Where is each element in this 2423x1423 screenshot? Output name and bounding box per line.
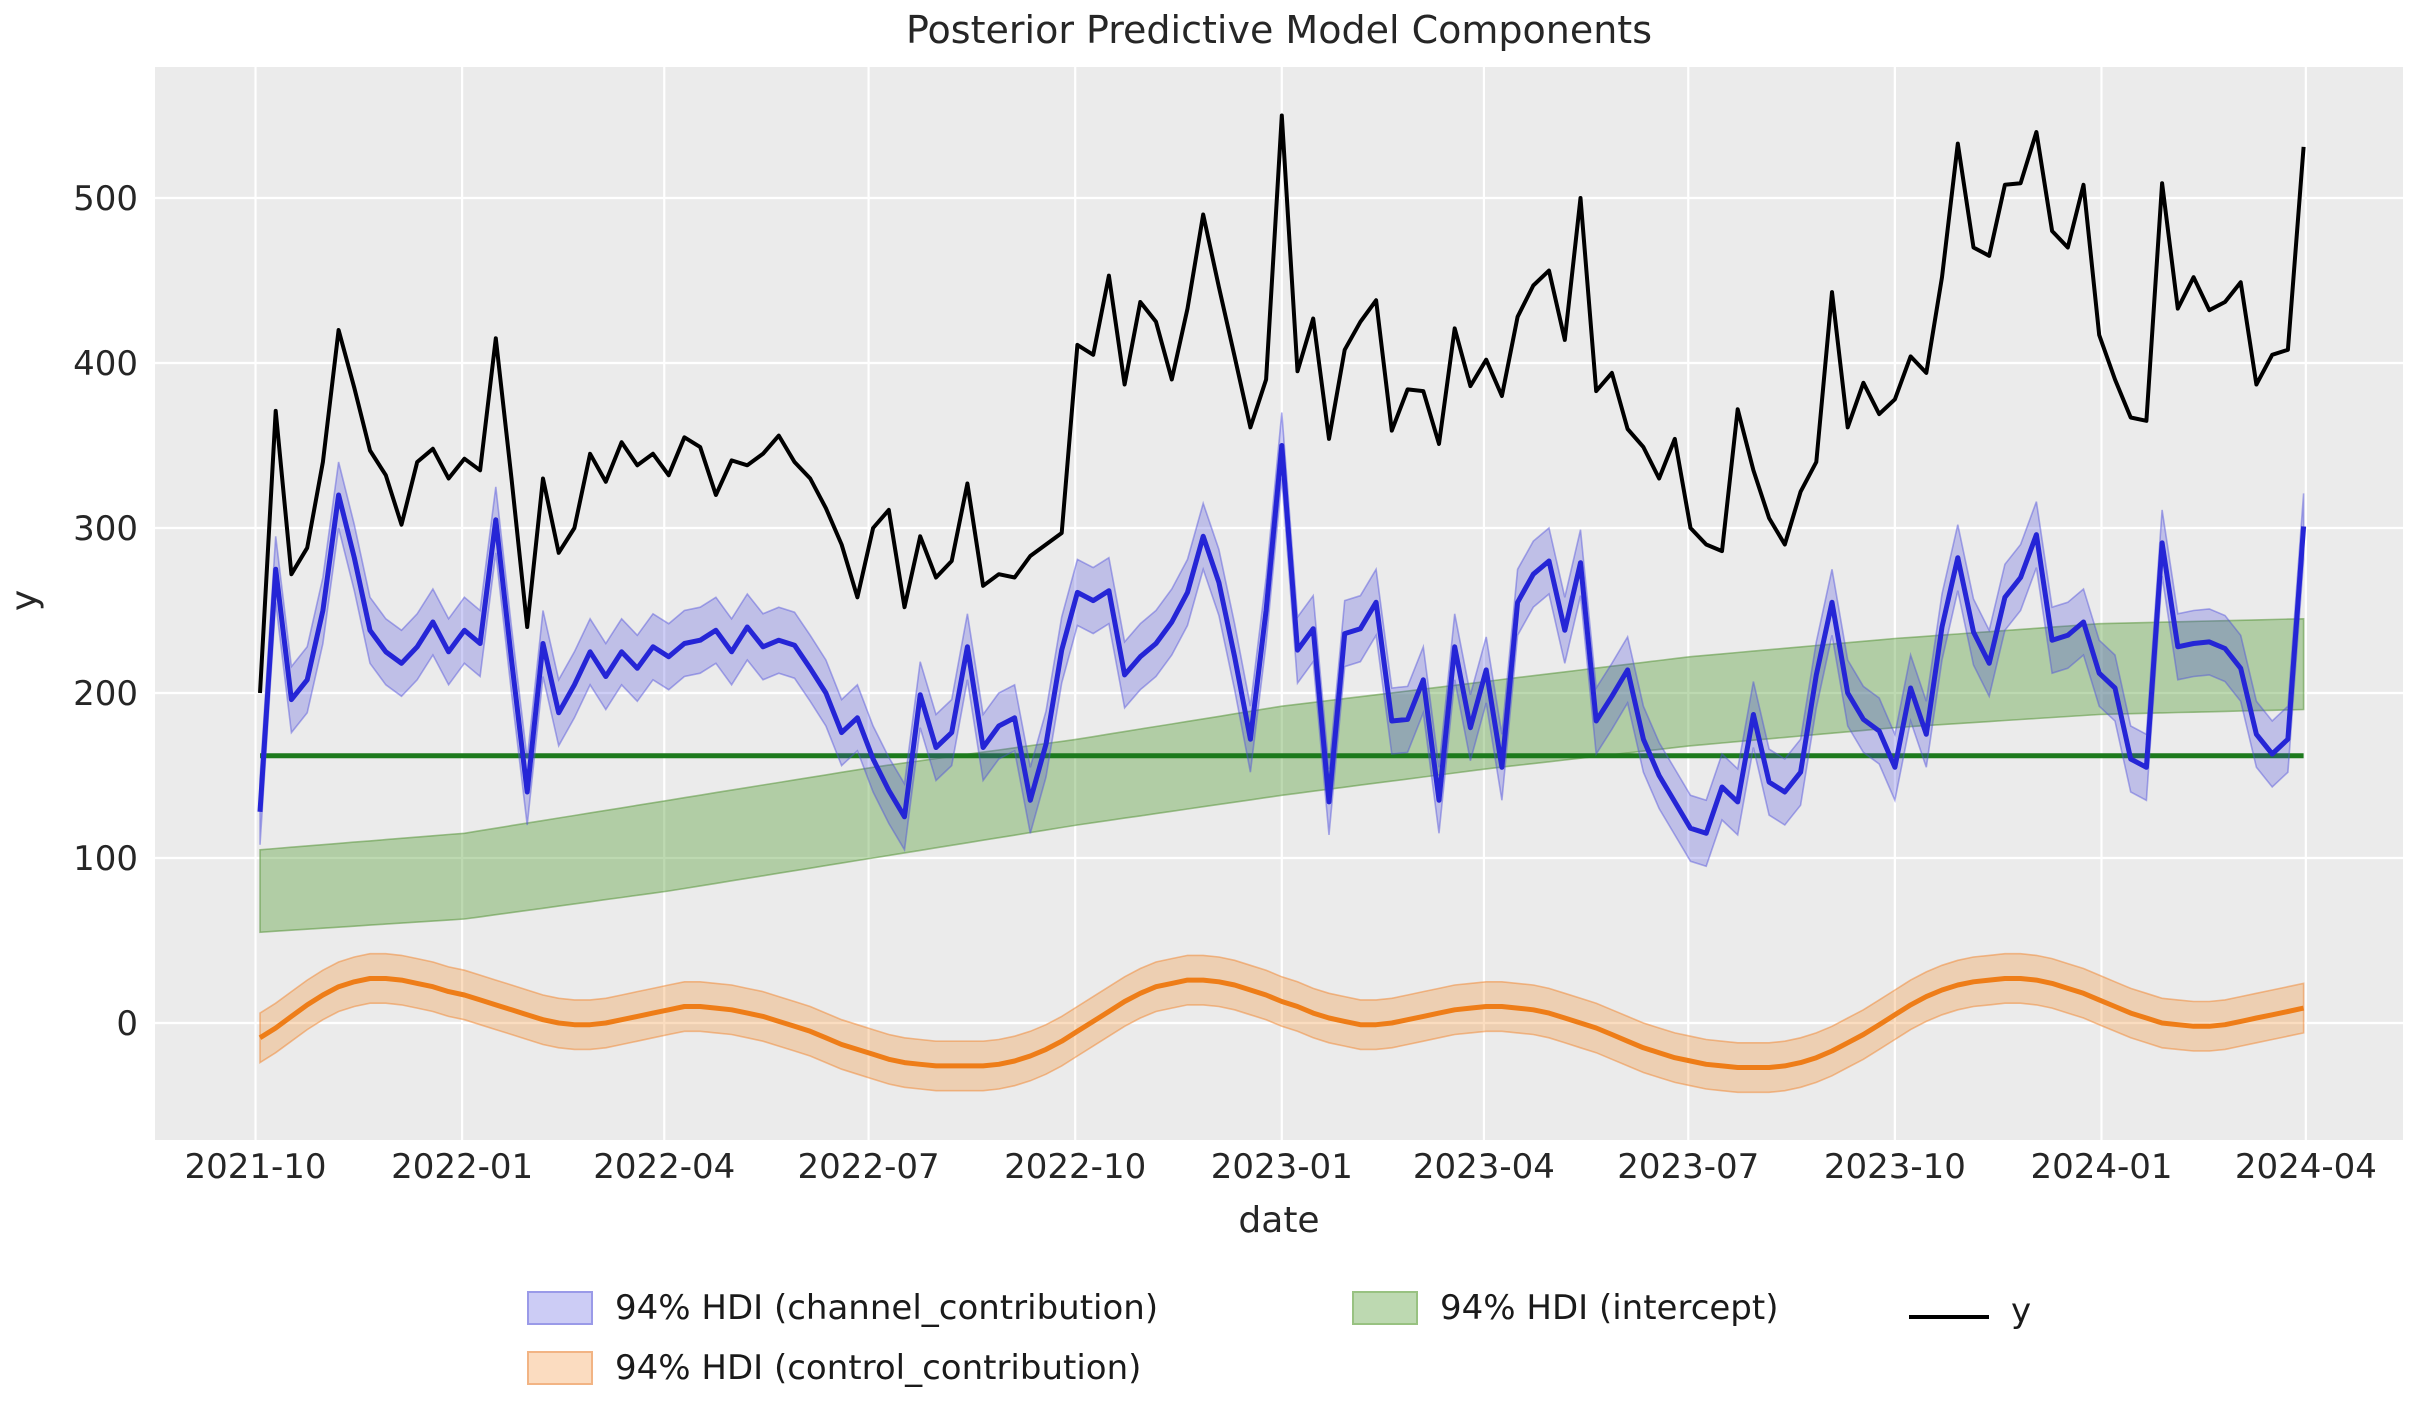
x-tick-label: 2023-07 (1617, 1147, 1759, 1187)
x-tick-label: 2022-10 (1004, 1147, 1146, 1187)
x-axis-label: date (1238, 1200, 1320, 1241)
y-tick-label: 400 (73, 344, 138, 384)
x-tick-label: 2023-01 (1211, 1147, 1353, 1187)
y-tick-label: 200 (73, 674, 138, 714)
legend-label-y: y (2011, 1291, 2032, 1331)
channel-mean-line (257, 443, 2307, 836)
y-tick-label: 500 (73, 179, 138, 219)
channel-hdi-swatch (527, 1291, 593, 1325)
intercept-hdi-swatch (1352, 1291, 1418, 1325)
legend-item-y: y (1909, 1291, 2031, 1331)
legend-label-channel: 94% HDI (channel_contribution) (615, 1288, 1159, 1328)
x-tick-label: 2023-04 (1413, 1147, 1555, 1187)
legend-item-intercept: 94% HDI (intercept) (1352, 1288, 1779, 1328)
x-tick-label: 2024-01 (2030, 1147, 2172, 1187)
legend-item-channel: 94% HDI (channel_contribution) (527, 1288, 1158, 1328)
x-tick-label: 2022-07 (798, 1147, 940, 1187)
x-tick-label: 2023-10 (1824, 1147, 1966, 1187)
y-observed-line (258, 113, 2306, 694)
control-mean-line (258, 976, 2305, 1070)
legend-label-intercept: 94% HDI (intercept) (1440, 1288, 1779, 1328)
chart-title: Posterior Predictive Model Components (906, 8, 1652, 52)
legend-item-control: 94% HDI (control_contribution) (527, 1348, 1141, 1388)
y-axis-label: y (4, 589, 46, 612)
control-hdi-swatch (527, 1351, 593, 1385)
y-tick-label: 0 (116, 1004, 138, 1044)
y-line-swatch (1909, 1315, 1989, 1319)
y-tick-label: 300 (73, 509, 138, 549)
x-tick-label: 2022-04 (593, 1147, 735, 1187)
y-tick-label: 100 (73, 839, 138, 879)
control-hdi-band (259, 952, 2305, 1094)
legend-label-control: 94% HDI (control_contribution) (615, 1348, 1142, 1388)
x-tick-label: 2024-04 (2235, 1147, 2377, 1187)
x-tick-label: 2022-01 (391, 1147, 533, 1187)
x-tick-label: 2021-10 (184, 1147, 326, 1187)
